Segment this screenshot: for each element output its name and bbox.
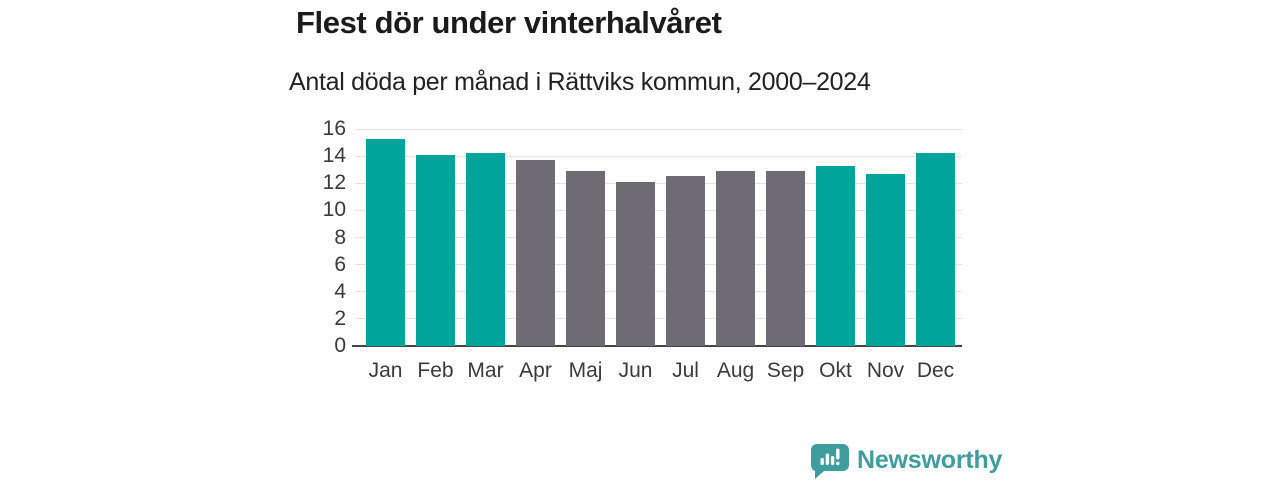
x-tick-label: Jul xyxy=(672,359,699,382)
x-tick-label: Okt xyxy=(819,359,852,382)
bar-feb xyxy=(416,154,455,346)
x-tick-label: Nov xyxy=(866,359,905,382)
gridline xyxy=(355,209,962,211)
x-tick-label: Mar xyxy=(467,359,504,382)
x-axis-line xyxy=(352,345,962,347)
y-tick-label: 4 xyxy=(334,279,346,303)
newsworthy-logo: Newsworthy xyxy=(810,441,1002,479)
newsworthy-logo-text: Newsworthy xyxy=(857,445,1003,474)
bar-nov xyxy=(866,173,905,346)
y-tick-label: 12 xyxy=(322,171,346,195)
logo-mini-bars xyxy=(820,448,840,466)
chart-title: Flest dör under vinterhalvåret xyxy=(296,5,722,40)
chart-subtitle: Antal döda per månad i Rättviks kommun, … xyxy=(289,68,871,96)
newsworthy-logo-icon xyxy=(810,444,849,479)
bar-jul xyxy=(666,176,705,346)
plot-area xyxy=(352,128,962,347)
x-tick-label: Apr xyxy=(519,359,552,382)
bar-aug xyxy=(716,171,755,346)
x-tick-label: Jan xyxy=(368,359,403,382)
gridline xyxy=(355,237,962,238)
x-tick-label: Dec xyxy=(916,359,955,382)
y-tick-label: 8 xyxy=(334,225,346,249)
bar-mar xyxy=(466,153,505,346)
bar-apr xyxy=(516,160,555,346)
y-tick-label: 14 xyxy=(322,144,346,168)
logo-bubble-shape xyxy=(810,444,849,479)
x-tick-label: Feb xyxy=(417,359,454,382)
y-tick-label: 0 xyxy=(334,334,346,357)
bar-okt xyxy=(816,165,855,346)
gridline xyxy=(355,291,962,293)
y-tick-label: 16 xyxy=(322,117,346,140)
bar-jun xyxy=(616,181,655,346)
x-tick-label: Sep xyxy=(766,359,805,382)
bar-maj xyxy=(566,171,605,346)
bar-sep xyxy=(766,171,805,346)
gridline xyxy=(355,264,962,266)
x-tick-label: Aug xyxy=(716,359,755,382)
gridline xyxy=(355,155,962,157)
bar-dec xyxy=(916,153,955,346)
y-tick-label: 10 xyxy=(322,198,346,222)
bar-jan xyxy=(366,138,405,346)
gridline xyxy=(355,128,962,130)
x-tick-label: Maj xyxy=(568,359,603,382)
y-tick-label: 2 xyxy=(334,306,346,330)
y-tick-label: 6 xyxy=(334,252,346,276)
x-tick-label: Jun xyxy=(618,359,653,382)
gridline xyxy=(355,318,962,320)
gridline xyxy=(355,182,962,184)
